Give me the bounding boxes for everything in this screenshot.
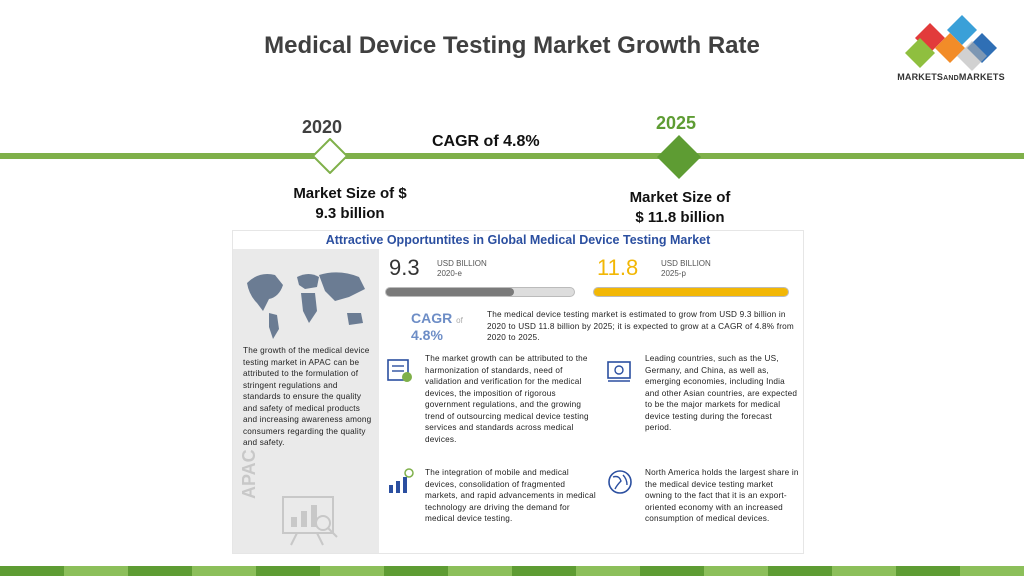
- value-2020: 9.3: [389, 255, 420, 280]
- point-harmonization: The market growth can be attributed to t…: [425, 354, 589, 444]
- money-icon: [607, 361, 631, 382]
- timeline-line: [0, 153, 1024, 159]
- globe-icon: [608, 470, 632, 494]
- progress-fill-2025: [594, 288, 788, 296]
- apac-panel: The growth of the medical device testing…: [233, 249, 379, 553]
- market-summary: The medical device testing market is est…: [487, 310, 794, 342]
- world-map-icon: [247, 272, 365, 339]
- apac-description: The growth of the medical device testing…: [243, 346, 372, 447]
- cagr-value: CAGR of 4.8%: [411, 310, 463, 343]
- point-integration: The integration of mobile and medical de…: [425, 468, 596, 523]
- point-leading-countries: Leading countries, such as the US, Germa…: [645, 354, 798, 432]
- harmonization-icon: [387, 359, 412, 382]
- infographic-card: Attractive Opportuntites in Global Medic…: [232, 230, 804, 554]
- progress-bar-2025: [593, 287, 789, 297]
- logo-text: MARKETSANDMARKETS: [897, 72, 1005, 82]
- start-diamond-marker: [312, 138, 348, 174]
- analytics-board-icon: [282, 496, 338, 546]
- cagr-label: CAGR of 4.8%: [432, 133, 540, 150]
- progress-bar-2020: [385, 287, 575, 297]
- end-market-size: Market Size of $ 11.8 billion: [629, 189, 731, 226]
- growth-chart-icon: [389, 468, 414, 493]
- unit-2025: USD BILLION 2025-p: [661, 259, 711, 278]
- value-2025: 11.8: [597, 255, 639, 280]
- bottom-decor-band: [0, 566, 1024, 576]
- point-north-america: North America holds the largest share in…: [645, 468, 799, 523]
- markets-and-markets-logo: [905, 15, 997, 71]
- end-year: 2025: [656, 113, 697, 133]
- unit-2020: USD BILLION 2020-e: [437, 259, 487, 278]
- progress-fill-2020: [386, 288, 514, 296]
- end-diamond-marker: [657, 135, 701, 179]
- start-market-size: Market Size of $ 9.3 billion: [293, 185, 407, 222]
- apac-label: APAC: [239, 449, 259, 499]
- card-title: Attractive Opportuntites in Global Medic…: [325, 233, 711, 247]
- start-year: 2020: [302, 117, 343, 137]
- page-title: Medical Device Testing Market Growth Rat…: [264, 32, 760, 59]
